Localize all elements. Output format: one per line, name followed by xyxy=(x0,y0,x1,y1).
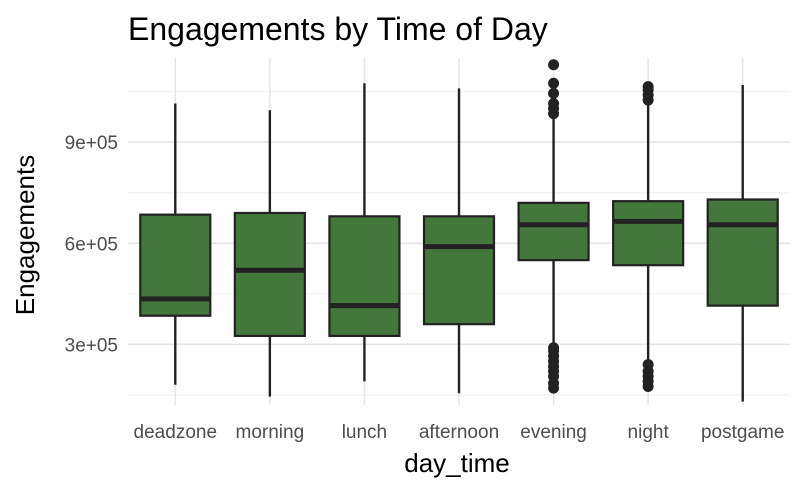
x-tick-label: lunch xyxy=(342,422,387,443)
outlier-point xyxy=(548,77,560,89)
chart-title: Engagements by Time of Day xyxy=(128,11,548,47)
box-lunch xyxy=(328,83,401,382)
box-afternoon xyxy=(422,88,496,394)
boxes-layer xyxy=(139,59,779,402)
box-morning xyxy=(233,110,306,397)
outlier-point xyxy=(642,81,654,93)
outlier-point xyxy=(548,97,560,109)
x-tick-label: morning xyxy=(236,422,305,443)
outlier-point xyxy=(548,59,560,71)
box-body xyxy=(612,200,685,267)
box-body xyxy=(422,215,496,326)
box-night xyxy=(612,81,685,392)
y-axis-ticks: 3e+05 6e+05 9e+05 xyxy=(65,133,118,356)
y-tick-label: 9e+05 xyxy=(65,133,118,154)
y-tick-label: 3e+05 xyxy=(65,335,118,356)
outlier-point xyxy=(548,87,560,99)
box-body xyxy=(517,201,590,262)
y-tick-label: 6e+05 xyxy=(65,234,118,255)
x-tick-label: postgame xyxy=(701,422,784,443)
x-tick-label: evening xyxy=(520,422,587,443)
x-tick-label: deadzone xyxy=(134,422,217,443)
box-body xyxy=(706,198,779,307)
box-body xyxy=(328,215,401,338)
y-axis-title: Engagements xyxy=(10,155,40,315)
box-evening xyxy=(517,59,590,394)
x-tick-label: afternoon xyxy=(419,422,499,443)
x-axis-title: day_time xyxy=(404,448,510,478)
box-deadzone xyxy=(139,103,212,385)
x-axis-ticks: deadzone morning lunch afternoon evening nigh… xyxy=(134,422,785,443)
box-postgame xyxy=(706,84,779,402)
x-tick-label: night xyxy=(628,422,670,443)
outlier-point xyxy=(548,342,560,354)
box-body xyxy=(233,211,306,338)
outlier-point xyxy=(642,359,654,371)
